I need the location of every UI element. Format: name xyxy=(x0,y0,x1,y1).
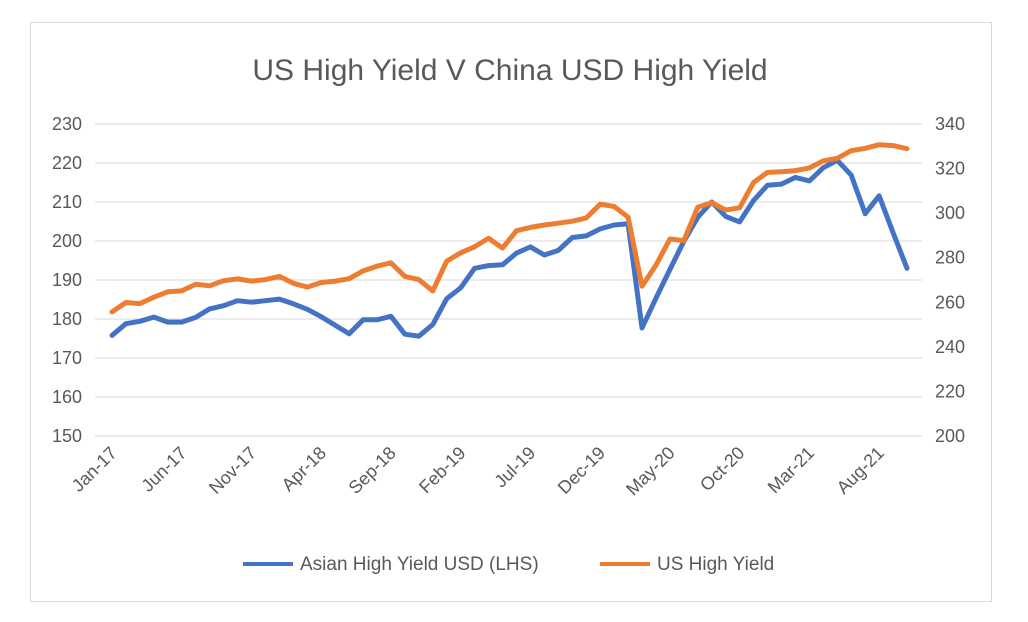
left-tick-label: 150 xyxy=(52,426,82,446)
right-tick-label: 340 xyxy=(935,114,965,134)
series-lines xyxy=(109,142,910,339)
series-line-us-high-yield xyxy=(109,142,910,315)
chart-area xyxy=(30,22,992,602)
x-tick-label: Nov-17 xyxy=(205,443,260,498)
right-tick-label: 240 xyxy=(935,337,965,357)
left-tick-label: 220 xyxy=(52,153,82,173)
left-tick-label: 160 xyxy=(52,387,82,407)
left-axis-tick-labels: 150 160 170 180 190 200 210 220 230 xyxy=(52,114,82,446)
left-tick-label: 190 xyxy=(52,270,82,290)
left-tick-label: 230 xyxy=(52,114,82,134)
right-tick-label: 320 xyxy=(935,159,965,179)
right-tick-label: 220 xyxy=(935,381,965,401)
x-tick-label: Mar-21 xyxy=(764,443,818,497)
x-tick-label: May-20 xyxy=(622,443,679,500)
right-tick-label: 280 xyxy=(935,248,965,268)
right-tick-label: 260 xyxy=(935,292,965,312)
legend-label-us: US High Yield xyxy=(657,554,774,575)
x-tick-label: Aug-21 xyxy=(833,443,888,498)
x-tick-label: Jun-17 xyxy=(137,443,190,496)
x-tick-label: Apr-18 xyxy=(278,443,330,495)
x-tick-label: Sep-18 xyxy=(345,443,400,498)
x-tick-label: Jan-17 xyxy=(68,443,121,496)
right-tick-label: 200 xyxy=(935,426,965,446)
x-axis-tick-labels: Jan-17 Jun-17 Nov-17 Apr-18 Sep-18 Feb-19 Jul-… xyxy=(68,443,888,500)
x-tick-label: Dec-19 xyxy=(554,443,609,498)
right-axis-tick-labels: 200 220 240 260 280 300 320 340 xyxy=(935,114,965,446)
chart-title: US High Yield V China USD High Yield xyxy=(252,54,767,87)
legend-label-asian: Asian High Yield USD (LHS) xyxy=(300,554,539,575)
left-tick-label: 170 xyxy=(52,348,82,368)
x-tick-label: Jul-19 xyxy=(490,443,539,492)
right-tick-label: 300 xyxy=(935,203,965,223)
left-tick-label: 210 xyxy=(52,192,82,212)
legend: Asian High Yield USD (LHS) US High Yield xyxy=(243,554,774,575)
series-line-asian-high-yield xyxy=(109,157,910,339)
left-tick-label: 180 xyxy=(52,309,82,329)
x-tick-label: Feb-19 xyxy=(415,443,469,497)
x-tick-label: Oct-20 xyxy=(696,443,748,495)
left-tick-label: 200 xyxy=(52,231,82,251)
